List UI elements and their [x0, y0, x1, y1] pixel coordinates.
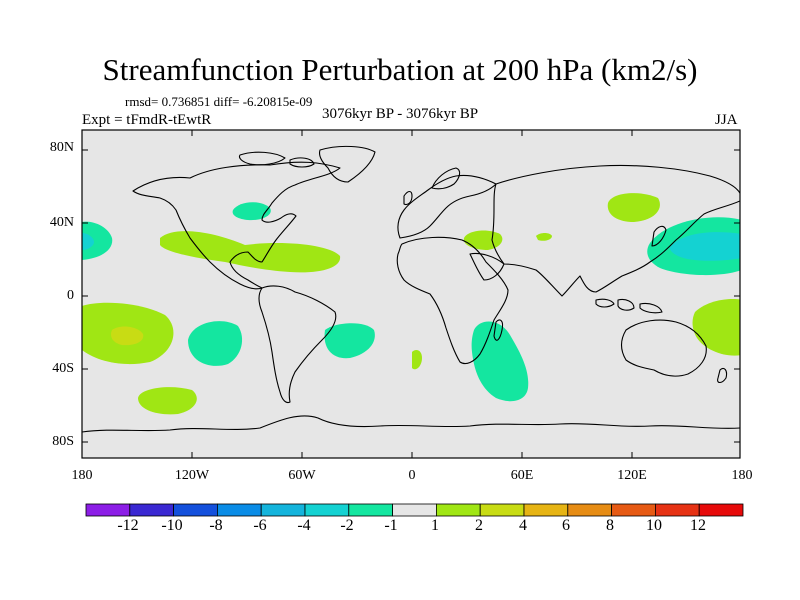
colorbar-swatch — [479, 503, 525, 517]
great-lakes-negative — [232, 202, 271, 221]
colorbar-swatch — [435, 503, 481, 517]
coast-africa — [396, 236, 509, 365]
colorbar-label: 1 — [431, 517, 439, 534]
colorbar-label: -10 — [161, 517, 183, 534]
se-pacific-negative — [188, 321, 243, 366]
lat-label-0: 0 — [67, 288, 74, 303]
anomaly-layer — [82, 193, 740, 415]
colorbar-swatch — [173, 503, 218, 517]
coast-indonesia — [595, 298, 663, 314]
colorbar — [85, 503, 744, 517]
colorbar-swatch — [611, 503, 656, 517]
coast-scandinavia — [431, 167, 461, 190]
colorbar-swatch — [523, 503, 569, 517]
lon-label-120w: 120W — [174, 468, 210, 483]
coast-greenland — [318, 145, 376, 183]
coast-australia — [620, 319, 707, 377]
map-frame — [81, 129, 741, 459]
map-ticks — [82, 130, 740, 458]
season-label: JJA — [715, 112, 738, 128]
lon-label-180w: 180 — [71, 468, 93, 483]
plot-title: Streamfunction Perturbation at 200 hPa (… — [102, 52, 698, 87]
coast-arctic-islands — [238, 151, 315, 168]
colorbar-label: 2 — [475, 517, 483, 534]
colorbar-swatch — [698, 503, 744, 517]
colorbar-swatch — [304, 503, 350, 517]
coast-north-america — [132, 161, 341, 290]
colorbar-label: 6 — [562, 517, 570, 534]
coast-arabia — [469, 252, 505, 281]
colorbar-swatch — [216, 503, 262, 517]
colorbar-label: -4 — [297, 517, 311, 534]
rmsd-stats: rmsd= 0.736851 diff= -6.20815e-09 — [125, 94, 313, 109]
colorbar-label: -2 — [340, 517, 354, 534]
coastlines — [82, 145, 740, 433]
lat-label-80s: 80S — [52, 434, 74, 449]
far-southeast-pacific — [138, 387, 197, 415]
colorbar-label: 10 — [646, 517, 662, 534]
colorbar-swatch — [260, 503, 306, 517]
lat-label-80n: 80N — [49, 140, 74, 155]
central-asia-positive — [536, 233, 552, 241]
coast-uk — [403, 190, 413, 206]
coast-madagascar — [493, 319, 504, 341]
lat-label-40n: 40N — [49, 215, 74, 230]
colorbar-swatch — [567, 503, 612, 517]
nw-pacific-core-west — [82, 233, 94, 250]
time-period: 3076kyr BP - 3076kyr BP — [322, 106, 479, 122]
lon-label-60w: 60W — [288, 468, 316, 483]
lon-label-60e: 60E — [510, 468, 534, 483]
lon-label-0: 0 — [408, 468, 416, 483]
coast-asia — [491, 164, 740, 297]
colorbar-label: 12 — [690, 517, 706, 534]
mongolia-positive — [607, 193, 660, 222]
colorbar-swatch — [129, 503, 175, 517]
colorbar-swatch — [85, 503, 131, 517]
experiment-label: Expt = tFmdR-tEwtR — [82, 112, 212, 128]
colorbar-swatch — [655, 503, 700, 517]
sw-pacific-core — [111, 326, 144, 346]
colorbar-label: 4 — [519, 517, 527, 534]
s-atlantic-negative — [324, 323, 375, 359]
coast-new-zealand — [717, 367, 728, 384]
lon-label-180e: 180 — [731, 468, 753, 483]
colorbar-label: 8 — [606, 517, 614, 534]
w-pacific-positive — [692, 299, 740, 356]
colorbar-swatch — [392, 503, 437, 517]
coast-antarctica — [82, 415, 740, 433]
coast-south-america — [258, 285, 337, 404]
colorbar-swatch — [348, 503, 393, 517]
colorbar-label: -12 — [117, 517, 139, 534]
colorbar-label: -6 — [253, 517, 267, 534]
colorbar-label: -8 — [209, 517, 223, 534]
colorbar-label: -1 — [384, 517, 398, 534]
north-atlantic-positive — [160, 231, 341, 273]
coast-japan — [651, 225, 667, 247]
lat-label-40s: 40S — [52, 361, 74, 376]
sw-africa-negative — [412, 350, 422, 370]
nw-pacific-core — [670, 232, 740, 261]
nw-pacific-negative-west — [82, 221, 113, 260]
lon-label-120e: 120E — [617, 468, 647, 483]
